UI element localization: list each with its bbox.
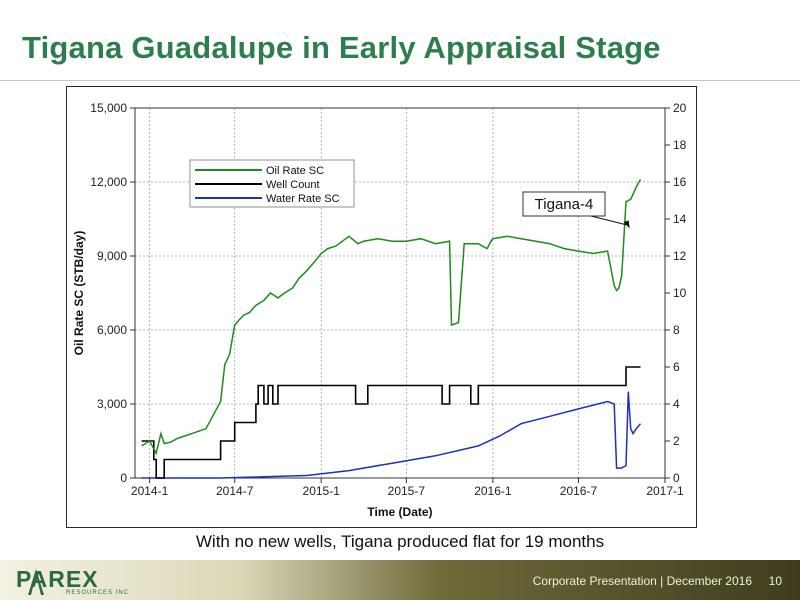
x-tick-label: 2015-1 bbox=[303, 484, 341, 498]
series-well-count-line bbox=[141, 366, 641, 479]
title-divider bbox=[0, 80, 800, 81]
legend-entry: Water Rate SC bbox=[266, 193, 340, 205]
series-water-rate-line bbox=[141, 391, 642, 479]
y2-tick-label: 16 bbox=[673, 175, 687, 189]
x-tick-label: 2015-7 bbox=[388, 484, 426, 498]
x-tick-label: 2016-7 bbox=[560, 484, 598, 498]
y2-tick-label: 10 bbox=[673, 286, 687, 300]
y2-tick-label: 2 bbox=[673, 434, 680, 448]
y2-tick-label: 8 bbox=[673, 323, 680, 337]
logo-subtitle: RESOURCES INC bbox=[66, 590, 130, 596]
y2-tick-label: 4 bbox=[673, 397, 680, 411]
annotation-box bbox=[522, 191, 606, 217]
footer-band bbox=[0, 560, 800, 600]
annotation-arrowhead bbox=[623, 220, 630, 229]
x-tick-label: 2014-7 bbox=[216, 484, 254, 498]
y2-tick-label: 18 bbox=[673, 138, 687, 152]
parex-logo bbox=[14, 565, 124, 597]
y-tick-label: 15,000 bbox=[90, 101, 127, 115]
production-chart: 2014-1 2014-7 2015-1 2015-7 2016-1 2016-7 2017… bbox=[72, 101, 687, 519]
logo-wordmark: PAREX bbox=[16, 566, 99, 592]
x-tick-label: 2014-1 bbox=[131, 484, 169, 498]
y-tick-label: 12,000 bbox=[90, 175, 127, 189]
footer-label: Corporate Presentation | December 2016 bbox=[532, 574, 752, 588]
x-tick-label: 2017-1 bbox=[646, 484, 684, 498]
y-tick-label: 6,000 bbox=[97, 323, 127, 337]
y-axis-label: Oil Rate SC (STB/day) bbox=[72, 231, 86, 356]
y2-tick-label: 6 bbox=[673, 360, 680, 374]
y-tick-label: 9,000 bbox=[97, 249, 127, 263]
plot-area bbox=[134, 107, 666, 479]
x-tick-label: 2016-1 bbox=[474, 484, 512, 498]
derrick-icon bbox=[28, 569, 44, 595]
y2-tick-label: 14 bbox=[673, 212, 687, 226]
legend-entry: Oil Rate SC bbox=[266, 165, 324, 177]
y-tick-label: 0 bbox=[120, 471, 127, 485]
chart-panel: 2014-1 2014-7 2015-1 2015-7 2016-1 2016-7 2017… bbox=[66, 86, 697, 528]
y2-tick-label: 0 bbox=[673, 471, 680, 485]
x-axis-label: Time (Date) bbox=[367, 505, 432, 519]
slide-title: Tigana Guadalupe in Early Appraisal Stag… bbox=[22, 30, 661, 65]
series-oil-rate-line bbox=[141, 179, 642, 456]
annotation-label: Tigana-4 bbox=[535, 196, 594, 213]
y2-tick-label: 12 bbox=[673, 249, 687, 263]
legend-entry: Well Count bbox=[266, 179, 320, 191]
y2-tick-label: 20 bbox=[673, 101, 687, 115]
annotation-arrow bbox=[590, 215, 629, 226]
page-number: 10 bbox=[768, 574, 782, 588]
y-tick-label: 3,000 bbox=[97, 397, 127, 411]
slide-caption: With no new wells, Tigana produced flat … bbox=[195, 532, 605, 551]
